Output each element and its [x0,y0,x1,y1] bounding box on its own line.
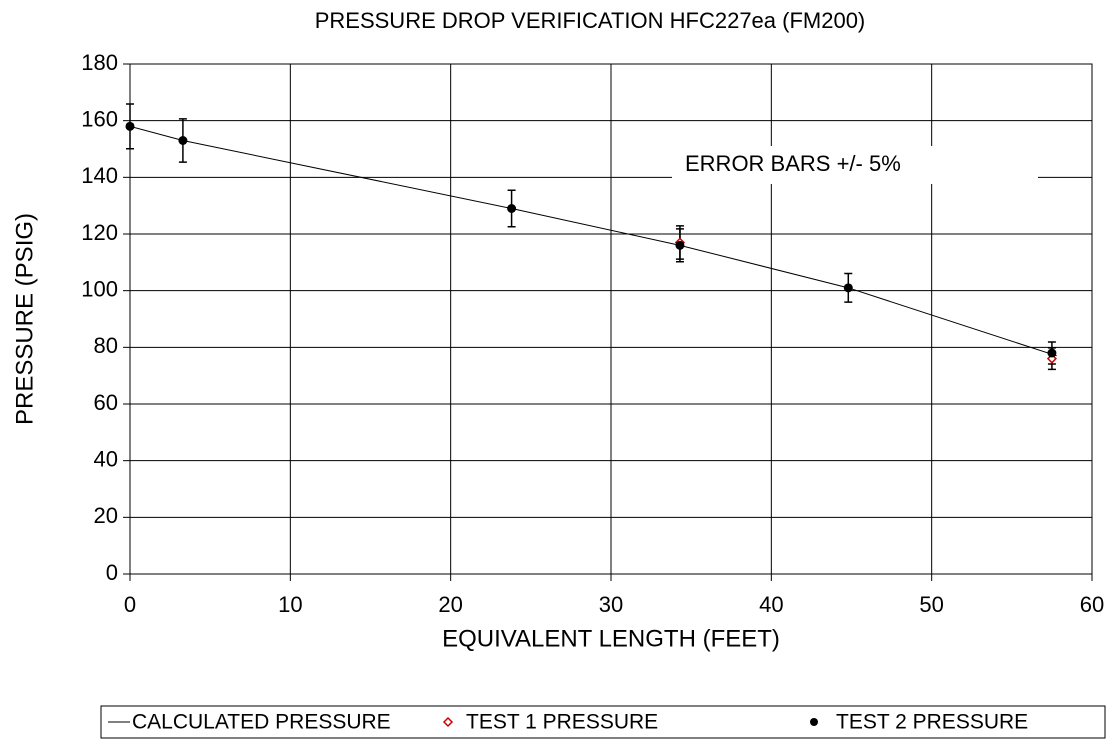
legend-swatch [442,716,454,728]
x-tick-label: 50 [919,592,943,617]
x-tick-label: 40 [759,592,783,617]
data-point [675,240,685,250]
legend-label: TEST 1 PRESSURE [466,711,658,734]
y-tick-label: 0 [106,560,118,585]
data-point [1047,348,1057,358]
chart-title: PRESSURE DROP VERIFICATION HFC227ea (FM2… [315,8,866,33]
y-tick-label: 160 [81,106,118,131]
annotation: ERROR BARS +/- 5% [685,151,901,176]
x-tick-label: 10 [278,592,302,617]
y-tick-label: 100 [81,276,118,301]
data-point [178,136,188,145]
legend-box [100,705,1106,739]
x-tick-label: 30 [599,592,623,617]
y-tick-label: 20 [94,503,118,528]
data-point [125,121,135,131]
y-tick-label: 60 [94,390,118,415]
legend-label: CALCULATED PRESSURE [132,711,391,734]
y-axis-label: PRESSURE (PSIG) [11,213,38,425]
data-point [843,283,853,293]
annotation-background [672,146,1038,184]
legend-label: TEST 2 PRESSURE [836,711,1028,734]
plot-border [129,63,1093,575]
y-tick-label: 140 [81,163,118,188]
legend-swatch [810,718,818,726]
x-tick-label: 0 [124,592,136,617]
y-tick-label: 180 [81,50,118,75]
line [129,125,1057,357]
x-tick-label: 20 [438,592,462,617]
x-tick-label: 60 [1080,592,1104,617]
y-tick-label: 120 [81,220,118,245]
y-tick-label: 40 [94,446,118,471]
data-point [507,204,517,213]
y-tick-label: 80 [94,333,118,358]
x-axis-label: EQUIVALENT LENGTH (FEET) [442,625,780,652]
